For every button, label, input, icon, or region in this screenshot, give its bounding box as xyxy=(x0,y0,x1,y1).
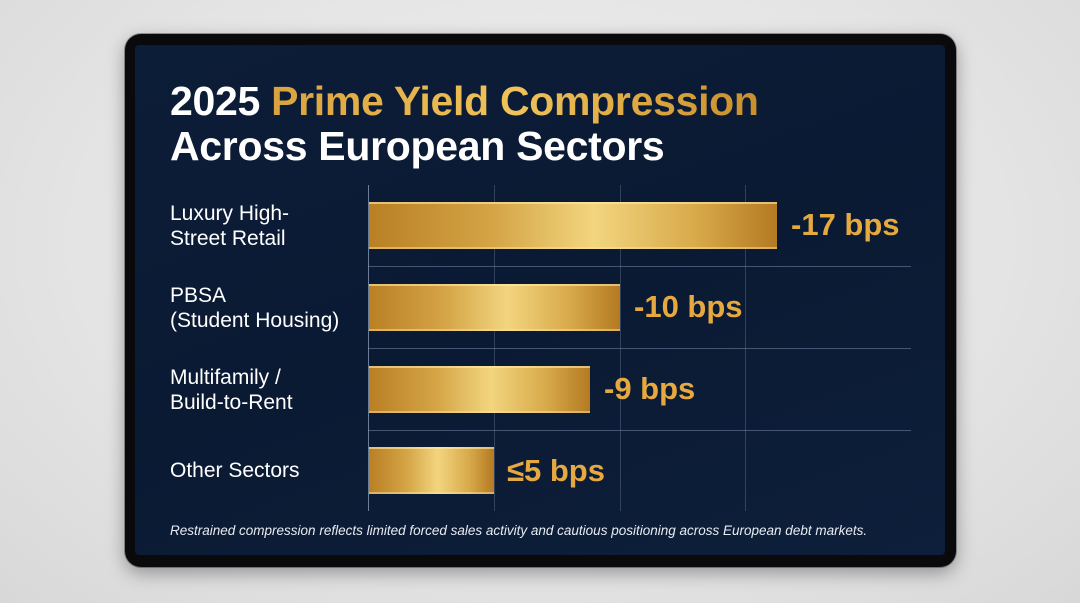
gridline-15 xyxy=(745,185,746,511)
value-label-luxury-retail: -17 bps xyxy=(791,207,900,242)
bar-pbsa xyxy=(369,284,620,331)
value-label-multifamily: -9 bps xyxy=(604,371,696,406)
value-label-pbsa: -10 bps xyxy=(634,289,743,324)
y-axis-line xyxy=(368,185,369,511)
title-line2: Across European Sectors xyxy=(170,123,665,169)
gridline-5 xyxy=(494,185,495,511)
value-label-other: ≤5 bps xyxy=(507,453,605,488)
category-label-pbsa: PBSA (Student Housing) xyxy=(170,284,340,332)
row-divider xyxy=(368,348,911,349)
gridline-10 xyxy=(620,185,621,511)
row-divider xyxy=(368,430,911,431)
bar-other xyxy=(369,447,494,494)
category-label-other: Other Sectors xyxy=(170,459,300,482)
category-label-multifamily: Multifamily / Build-to-Rent xyxy=(170,366,293,414)
chart-screen: 2025 Prime Yield Compression Across Euro… xyxy=(135,45,945,555)
bar-chart: Luxury High- Street Retail -17 bps PBSA … xyxy=(135,45,945,555)
bar-multifamily xyxy=(369,366,590,413)
category-label-luxury-retail: Luxury High- Street Retail xyxy=(170,202,290,250)
footnote: Restrained compression reflects limited … xyxy=(170,523,868,538)
bar-luxury-retail xyxy=(369,202,777,249)
chart-title: 2025 Prime Yield Compression Across Euro… xyxy=(170,79,759,169)
row-divider xyxy=(368,266,911,267)
title-year: 2025 xyxy=(170,78,272,124)
title-highlight: Prime Yield Compression xyxy=(271,78,759,124)
